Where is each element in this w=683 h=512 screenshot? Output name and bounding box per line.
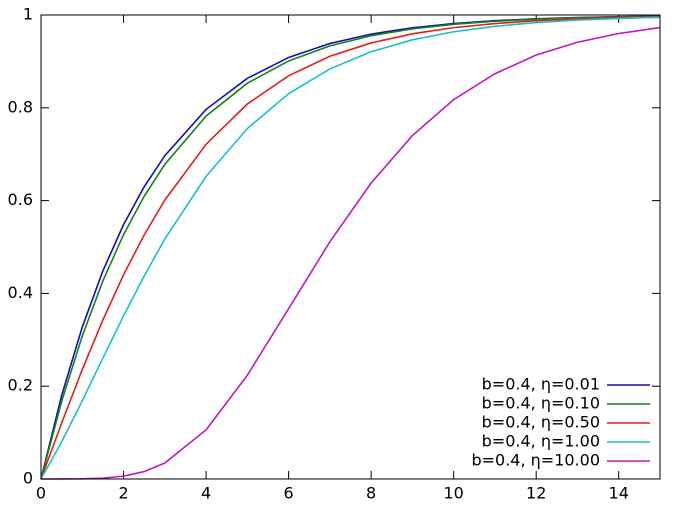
legend-label: b=0.4, η=0.10 [482, 394, 600, 413]
series-line [40, 15, 661, 480]
legend-label: b=0.4, η=0.50 [482, 413, 600, 432]
series-line [40, 26, 661, 480]
x-tick-label: 12 [526, 484, 546, 503]
y-tick-label: 0.2 [8, 376, 33, 395]
x-tick-label: 0 [36, 484, 46, 503]
legend-label: b=0.4, η=1.00 [482, 432, 600, 451]
x-tick-label: 14 [609, 484, 629, 503]
y-tick-label: 0 [23, 469, 33, 488]
plot-frame [40, 14, 661, 480]
y-tick-label: 0.8 [8, 97, 33, 116]
series-line [40, 16, 661, 480]
x-tick-label: 8 [366, 484, 376, 503]
y-tick-label: 1 [23, 5, 33, 24]
y-tick-label: 0.4 [8, 283, 33, 302]
series-line [40, 15, 661, 480]
x-tick-label: 2 [118, 484, 128, 503]
x-tick-label: 4 [201, 484, 211, 503]
x-tick-label: 6 [284, 484, 294, 503]
legend-label: b=0.4, η=0.01 [482, 375, 600, 394]
y-tick-label: 0.6 [8, 190, 33, 209]
x-tick-label: 10 [443, 484, 463, 503]
legend-label: b=0.4, η=10.00 [471, 451, 600, 470]
